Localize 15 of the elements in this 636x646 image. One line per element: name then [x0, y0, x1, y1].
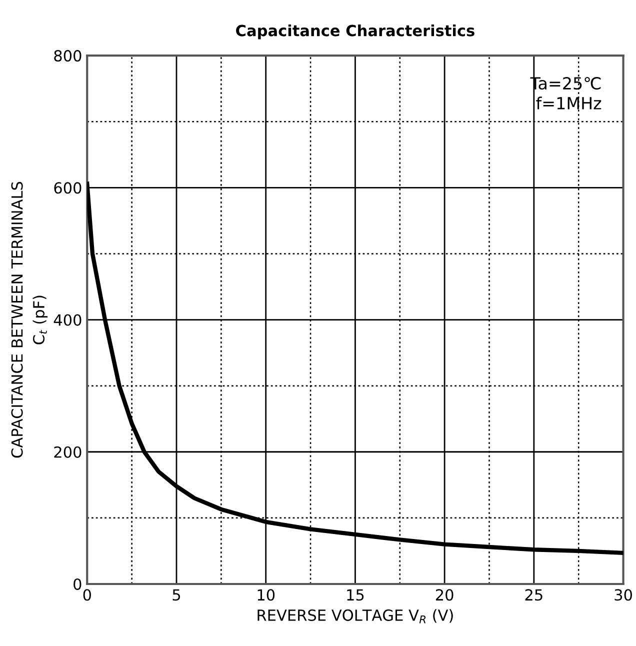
x-tick-label: 10 — [258, 589, 275, 601]
x-tick-label: 15 — [347, 589, 364, 601]
chart-title: Capacitance Characteristics — [236, 24, 474, 40]
y-tick-label: 0 — [74, 578, 82, 590]
x-tick-label: 20 — [436, 589, 454, 601]
y-tick-label: 600 — [54, 182, 82, 194]
x-tick-label: 25 — [525, 589, 542, 601]
x-tick-label: 30 — [614, 589, 632, 601]
x-tick-label: 5 — [172, 589, 180, 601]
y-tick-label: 800 — [54, 50, 82, 62]
y-tick-label: 400 — [54, 314, 82, 326]
y-axis-title: CAPACITANCE BETWEEN TERMINALS C$_{t}$ (pF) — [11, 182, 48, 458]
x-tick-label: 0 — [83, 589, 91, 601]
x-axis-title: REVERSE VOLTAGE V$_{R}$ (V) — [258, 609, 453, 624]
y-tick-label: 200 — [54, 446, 82, 458]
